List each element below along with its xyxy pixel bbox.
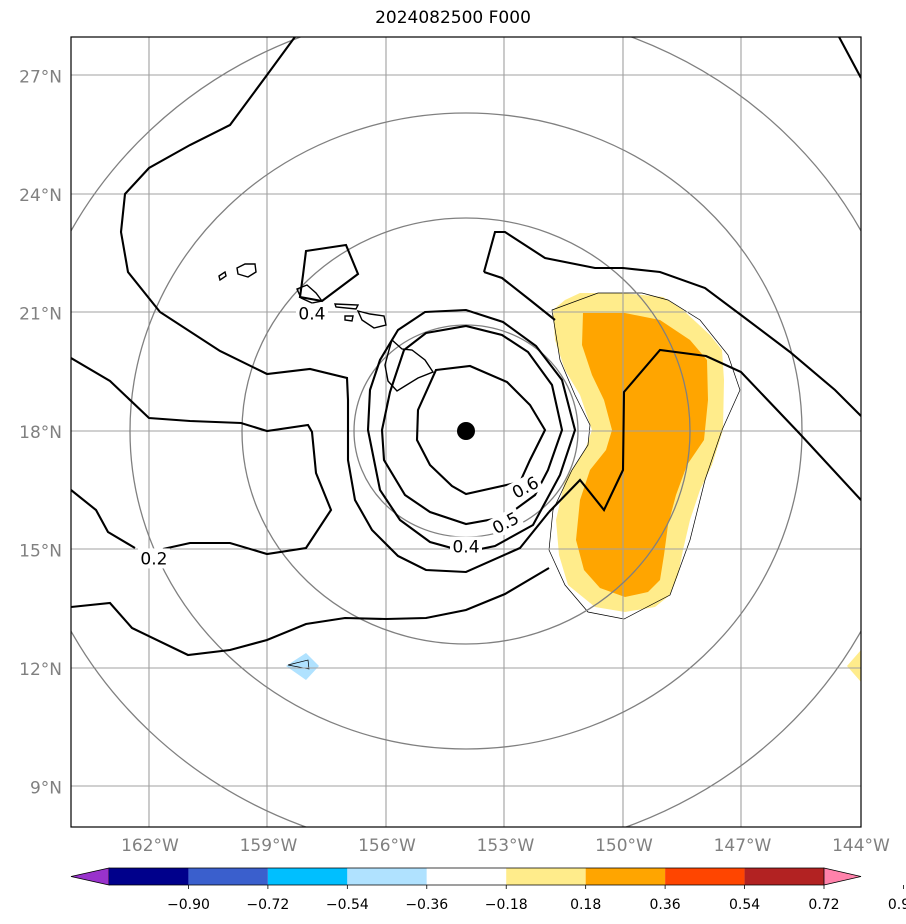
y-tick-label: 21°N bbox=[19, 305, 62, 325]
shade-negative-spot bbox=[286, 653, 319, 680]
colorbar-tick-label: −0.36 bbox=[405, 897, 448, 913]
contour-label: 0.2 bbox=[140, 549, 167, 569]
x-tick-label: 147°W bbox=[714, 836, 772, 856]
contour-label: 0.4 bbox=[452, 538, 479, 558]
contour-0-2 bbox=[71, 357, 333, 556]
contour-label-bg bbox=[450, 536, 482, 557]
colorbar-segment bbox=[188, 868, 268, 885]
shade-edge-spot bbox=[847, 650, 861, 682]
y-tick-label: 9°N bbox=[30, 779, 62, 799]
contour-labels: 0.20.40.40.50.6 bbox=[137, 303, 545, 569]
contour-0-5-loop bbox=[548, 348, 861, 513]
colorbar-tick-label: −0.72 bbox=[246, 897, 289, 913]
colorbar-tick-label: 0.36 bbox=[650, 897, 681, 913]
colorbar-tick-label: 0.18 bbox=[570, 897, 601, 913]
colorbar-segment bbox=[585, 868, 666, 885]
colorbar-segment bbox=[267, 868, 348, 885]
x-tick-labels: 162°W 159°W 156°W 153°W 150°W 147°W 144°W bbox=[121, 836, 890, 856]
contour-0-5-right bbox=[482, 230, 861, 417]
colorbar-segment bbox=[347, 868, 427, 885]
colorbar-extend-high bbox=[823, 867, 862, 886]
colorbar-extend-low bbox=[70, 867, 110, 886]
contour-lines bbox=[71, 37, 861, 657]
x-tick-label: 144°W bbox=[832, 836, 890, 856]
y-tick-label: 12°N bbox=[19, 660, 62, 680]
x-tick-label: 159°W bbox=[240, 836, 298, 856]
colorbar-tick-label: −0.90 bbox=[167, 897, 210, 913]
colorbar-segment bbox=[744, 868, 824, 885]
contour-label-bg bbox=[506, 470, 545, 504]
contour-0-2-lower bbox=[71, 567, 550, 657]
y-tick-label: 24°N bbox=[19, 186, 62, 206]
negative-spot-outline bbox=[287, 659, 310, 670]
contour-label-bg bbox=[486, 506, 525, 540]
chart-title: 2024082500 F000 bbox=[375, 8, 531, 28]
contour-0-4-outer bbox=[119, 37, 550, 574]
y-tick-label: 18°N bbox=[19, 423, 62, 443]
contour-label-bg bbox=[295, 303, 328, 324]
map-frame bbox=[70, 36, 862, 828]
map-area bbox=[71, 37, 861, 827]
contour-label: 0.4 bbox=[298, 305, 325, 325]
shade-0-36-region bbox=[576, 313, 708, 597]
colorbar: −0.90 −0.72 −0.54 −0.36 −0.18 0.18 0.36 0.54 0.7… bbox=[70, 867, 906, 913]
storm-center-marker bbox=[457, 422, 475, 440]
colorbar-segment bbox=[426, 868, 507, 885]
contour-0-2-left bbox=[71, 489, 136, 549]
x-tick-label: 153°W bbox=[477, 836, 535, 856]
colorbar-segment bbox=[109, 868, 189, 885]
x-tick-label: 162°W bbox=[121, 836, 179, 856]
colorbar-segment bbox=[506, 868, 586, 885]
colorbar-segment bbox=[665, 868, 745, 885]
shade-outline bbox=[548, 292, 741, 620]
colorbar-tick-label: −0.54 bbox=[326, 897, 369, 913]
contour-0-5-right-lower bbox=[483, 271, 556, 321]
y-tick-label: 27°N bbox=[19, 68, 62, 88]
contour-label-bg bbox=[137, 548, 170, 569]
colorbar-tick-label: 0.72 bbox=[808, 897, 839, 913]
colorbar-tick-label: 0.54 bbox=[729, 897, 760, 913]
colorbar-tick-label: 0.90 bbox=[888, 897, 906, 913]
x-tick-label: 150°W bbox=[595, 836, 653, 856]
colorbar-frame bbox=[109, 867, 824, 886]
colorbar-tick-label: −0.18 bbox=[485, 897, 528, 913]
x-tick-label: 156°W bbox=[358, 836, 416, 856]
contour-0-4-island bbox=[298, 243, 360, 303]
contour-top-right bbox=[837, 37, 861, 79]
y-tick-label: 15°N bbox=[19, 542, 62, 562]
y-tick-labels: 27°N 24°N 21°N 18°N 15°N 12°N 9°N bbox=[19, 68, 62, 799]
contour-0-6 bbox=[415, 364, 547, 496]
